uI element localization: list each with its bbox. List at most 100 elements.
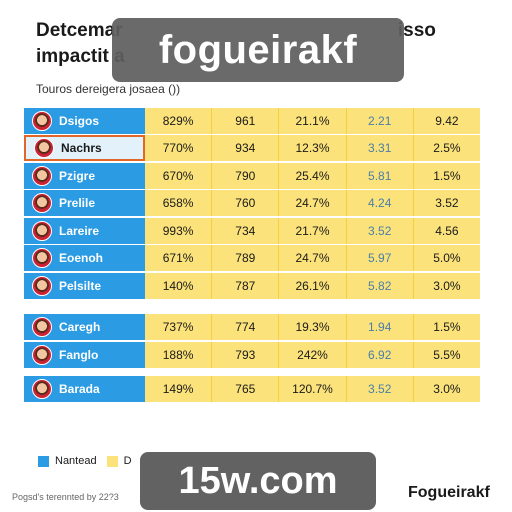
value-cell: 24.7% [278,245,345,271]
value-cell: 5.0% [412,245,480,271]
value-cell: 789 [211,245,278,271]
value-cell: 670% [162,169,194,183]
title-line1-tail: isso [397,20,436,41]
value-cell: 1.5% [412,314,480,340]
row-values: 140% 787 26.1% 5.82 3.0% [145,273,480,299]
value-cell: 3.52 [345,218,413,244]
value-cell: 671% [162,251,194,265]
value-cell: 3.52 [345,376,413,402]
table-row[interactable]: Prelile 658% 760 24.7% 4.24 3.52 [24,190,480,216]
row-name-cell[interactable]: Caregh [24,314,145,340]
row-name-cell[interactable]: Dsigos [24,108,145,134]
table-row[interactable]: Barada 149% 765 120.7% 3.52 3.0% [24,376,480,402]
row-values: 770% 934 12.3% 3.31 2.5% [145,135,480,161]
value-cell: 6.92 [345,342,413,368]
value-cell: 774 [211,314,278,340]
row-name-cell[interactable]: Pelsilte [24,273,145,299]
watermark-bottom: 15w.com [140,452,376,510]
row-values: 149% 765 120.7% 3.52 3.0% [145,376,480,402]
value-cell: 5.5% [412,342,480,368]
value-cell: 12.3% [278,135,345,161]
value-cell: 961 [211,108,278,134]
row-values: 670% 790 25.4% 5.81 1.5% [145,163,480,189]
brand-logo-text: Fogueirakf [408,484,490,501]
value-cell: 1.5% [412,163,480,189]
legend-swatch-0 [38,455,49,467]
value-cell: 21.7% [278,218,345,244]
row-name: Fanglo [59,348,99,362]
flag-icon [32,166,52,186]
value-cell: 120.7% [278,376,345,402]
value-cell: 4.56 [412,218,480,244]
legend-label-0: Nantead [55,455,97,467]
value-cell: 3.0% [412,273,480,299]
value-cell: 24.7% [278,190,345,216]
table-row[interactable]: Pzigre 670% 790 25.4% 5.81 1.5% [24,163,480,189]
value-cell: 934 [211,135,278,161]
flag-icon [32,221,52,241]
legend-label-1: D [123,455,132,467]
flag-icon [32,193,52,213]
row-name: Lareire [59,224,100,238]
row-name-cell[interactable]: Pzigre [24,163,145,189]
table-row[interactable]: Eoenoh 671% 789 24.7% 5.97 5.0% [24,245,480,271]
value-cell: 3.0% [412,376,480,402]
flag-icon [34,138,54,158]
row-name: Dsigos [59,114,100,128]
table-row[interactable]: Dsigos 829% 961 21.1% 2.21 9.42 [24,108,480,134]
row-name-cell[interactable]: Nachrs [24,135,145,161]
value-cell: 1.94 [345,314,413,340]
value-cell: 787 [211,273,278,299]
value-cell: 2.21 [345,108,413,134]
value-cell: 5.97 [345,245,413,271]
table-row[interactable]: Fanglo 188% 793 242% 6.92 5.5% [24,342,480,368]
table-row[interactable]: Pelsilte 140% 787 26.1% 5.82 3.0% [24,273,480,299]
row-name: Eoenoh [59,251,103,265]
value-cell: 188% [162,348,194,362]
legend: Nantead D [38,455,132,467]
flag-icon [32,379,52,399]
row-name: Pelsilte [59,279,102,293]
flag-icon [32,317,52,337]
value-cell: 19.3% [278,314,345,340]
value-cell: 149% [162,382,194,396]
row-values: 188% 793 242% 6.92 5.5% [145,342,480,368]
chart-subtitle: Touros dereigera josaea ()) [36,82,181,96]
value-cell: 21.1% [278,108,345,134]
value-cell: 790 [211,163,278,189]
row-name: Barada [59,382,100,396]
value-cell: 734 [211,218,278,244]
row-name: Caregh [59,320,101,334]
flag-icon [32,111,52,131]
value-cell: 9.42 [412,108,480,134]
value-cell: 3.31 [345,135,413,161]
flag-icon [32,248,52,268]
row-name-cell[interactable]: Prelile [24,190,145,216]
row-name-cell[interactable]: Fanglo [24,342,145,368]
value-cell: 25.4% [278,163,345,189]
title-line1: Detcemar [36,20,123,41]
source-note: Pogsd's terennted by 22?3 [12,492,119,502]
table-row[interactable]: Caregh 737% 774 19.3% 1.94 1.5% [24,314,480,340]
row-values: 658% 760 24.7% 4.24 3.52 [145,190,480,216]
value-cell: 765 [211,376,278,402]
row-values: 737% 774 19.3% 1.94 1.5% [145,314,480,340]
value-cell: 770% [162,141,194,155]
value-cell: 760 [211,190,278,216]
row-name-cell[interactable]: Barada [24,376,145,402]
table-row[interactable]: Lareire 993% 734 21.7% 3.52 4.56 [24,218,480,244]
table-row[interactable]: Nachrs 770% 934 12.3% 3.31 2.5% [24,135,480,161]
value-cell: 4.24 [345,190,413,216]
value-cell: 242% [278,342,345,368]
watermark-top: fogueirakf [112,18,404,82]
row-name-cell[interactable]: Eoenoh [24,245,145,271]
value-cell: 829% [162,114,194,128]
title-line2: impactit a [36,46,125,67]
value-cell: 140% [162,279,194,293]
flag-icon [32,345,52,365]
row-name-cell[interactable]: Lareire [24,218,145,244]
value-cell: 658% [162,196,194,210]
value-cell: 2.5% [412,135,480,161]
value-cell: 793 [211,342,278,368]
flag-icon [32,276,52,296]
